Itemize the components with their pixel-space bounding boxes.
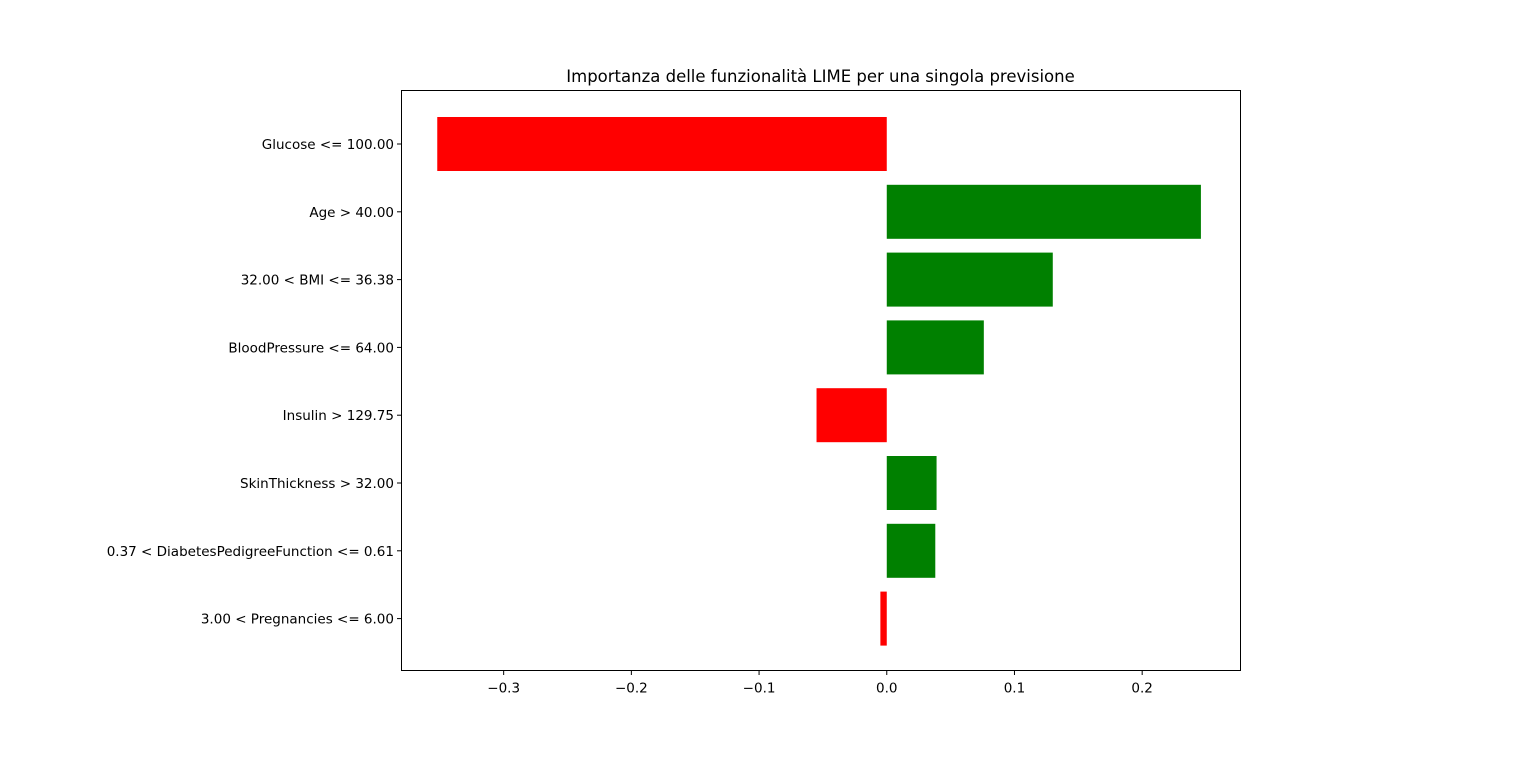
- bar-3-00-pregnancies-6-00: [880, 591, 887, 646]
- y-tick-label: Glucose <= 100.00: [262, 137, 394, 153]
- x-tick-label: −0.2: [615, 681, 648, 697]
- y-tick-label: 0.37 < DiabetesPedigreeFunction <= 0.61: [107, 544, 394, 560]
- bar-glucose-100-00: [437, 117, 887, 171]
- y-tick-label: 32.00 < BMI <= 36.38: [241, 273, 394, 289]
- y-tick-label: Age > 40.00: [309, 205, 394, 221]
- x-tick-label: 0.2: [1131, 681, 1152, 697]
- y-tick-label: Insulin > 129.75: [283, 408, 394, 424]
- bar-0-37-diabetespedigreefunction-0-61: [886, 523, 936, 578]
- bar-age-40-00: [886, 184, 1201, 239]
- y-axis: Glucose <= 100.00 Age > 40.00 32.00 < BMI …: [107, 137, 402, 628]
- x-tick-label: −0.1: [743, 681, 776, 697]
- x-tick-label: −0.3: [487, 681, 520, 697]
- bar-insulin-129-75: [816, 388, 887, 443]
- bar-bloodpressure-64-00: [886, 320, 984, 375]
- y-tick-label: 3.00 < Pregnancies <= 6.00: [201, 612, 394, 628]
- x-axis: −0.3 −0.2 −0.1 0.0 0.1 0.2: [487, 670, 1153, 697]
- y-tick-label: BloodPressure <= 64.00: [228, 340, 394, 356]
- plot-frame: [401, 90, 1241, 671]
- bar-skinthickness-32-00: [886, 456, 937, 510]
- x-tick-label: 0.1: [1004, 681, 1025, 697]
- y-tick-label: SkinThickness > 32.00: [240, 476, 394, 492]
- chart-title: Importanza delle funzionalità LIME per u…: [566, 67, 1074, 86]
- bar-32-00-bmi-36-38: [886, 252, 1053, 307]
- bars-layer: [437, 117, 1201, 646]
- x-tick-label: 0.0: [876, 681, 897, 697]
